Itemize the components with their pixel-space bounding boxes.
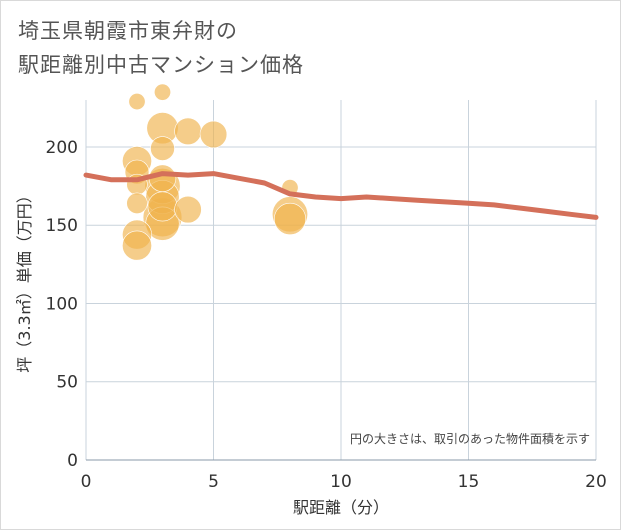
bubble-point [126,192,148,214]
average-line [83,171,599,220]
bubble-point [150,136,175,161]
x-tick-label: 0 [81,472,92,492]
bubble-series [122,83,309,261]
y-tick-label: 150 [46,216,78,236]
chart-title: 埼玉県朝霞市東弁財の 駅距離別中古マンション価格 [18,14,304,82]
x-tick-label: 20 [585,472,607,492]
y-tick-label: 100 [46,294,78,314]
y-axis-label: 坪（3.3㎡）単価（万円） [15,187,34,372]
x-axis-ticks: 0 5 10 15 20 [81,472,607,492]
y-tick-label: 200 [46,138,78,158]
y-tick-label: 50 [56,373,78,393]
chart-title-line1: 埼玉県朝霞市東弁財の [18,19,238,43]
bubble-point [174,195,202,224]
bubble-point [147,191,178,222]
x-tick-label: 10 [330,472,352,492]
bubble-point [122,230,152,261]
chart-title-line2: 駅距離別中古マンション価格 [18,53,304,77]
average-line-series [83,171,599,220]
bubble-point [199,120,228,149]
bubble-point [174,117,202,146]
x-axis-label: 駅距離（分） [293,498,389,517]
y-tick-label: 0 [67,451,78,471]
bubble-point [154,83,172,101]
size-legend-note: 円の大きさは、取引のあった物件面積を示す [350,431,590,446]
x-tick-label: 5 [208,472,219,492]
bubble-point [273,202,307,235]
y-axis-ticks: 0 50 100 150 200 [46,138,78,471]
bubble-point [128,93,146,111]
x-tick-label: 15 [458,472,480,492]
